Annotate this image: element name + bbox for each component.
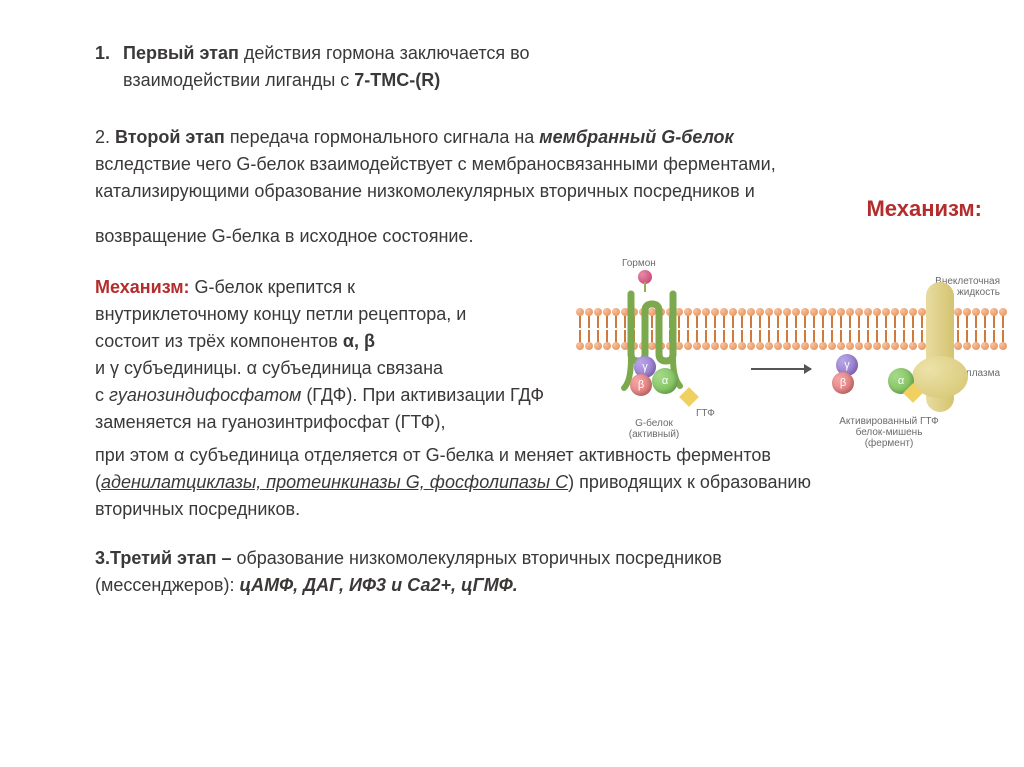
mech-enz2: протеинкиназы G, xyxy=(261,472,430,492)
stage-3-list: цАМФ, ДАГ, ИФ3 и Са2+, цГМФ. xyxy=(239,575,517,595)
label-gprotein: G-белок (активный) xyxy=(624,418,684,440)
stage-2-text-a: передача гормонального сигнала на xyxy=(225,127,539,147)
mech-enz3: фосфолипазы С xyxy=(430,472,568,492)
stage-2-text-b: вследствие чего G-белок взаимодействует … xyxy=(95,154,776,201)
stage-2-line2: возвращение G-белка в исходное состояние… xyxy=(95,223,795,250)
stage-2-num: 2. xyxy=(95,127,115,147)
side-heading: Механизм: xyxy=(866,196,982,222)
stage-1-text-b: взаимодействии лиганды с xyxy=(123,70,354,90)
label-hormone: Гормон xyxy=(622,258,656,269)
mechanism-para-1: Механизм: G-белок крепится к внутриклето… xyxy=(95,274,595,436)
mech-alpha-beta: α, β xyxy=(343,331,375,351)
membrane-diagram: Гормон Внеклеточная жидкость Цитоплазма … xyxy=(576,258,1006,478)
mech-p1c: состоит из трёх компонентов xyxy=(95,331,343,351)
label-gtp: ГТФ xyxy=(696,408,715,419)
mech-p1b: внутриклеточному концу петли рецептора, … xyxy=(95,304,466,324)
stage-3: 3.Третий этап – образование низкомолекул… xyxy=(95,545,855,599)
stage-1-num: 1. xyxy=(95,40,110,67)
subunit-beta: β xyxy=(630,374,652,396)
stage-2-term: мембранный G-белок xyxy=(539,127,733,147)
mechanism-label: Механизм: xyxy=(95,277,190,297)
mech-gdf: гуанозиндифосфатом xyxy=(109,385,301,405)
subunit-beta-2: β xyxy=(832,372,854,394)
stage-1: 1. Первый этап действия гормона заключае… xyxy=(95,40,663,94)
stage-1-text-a: действия гормона заключается во xyxy=(239,43,530,63)
mech-p1a: G-белок крепится к xyxy=(190,277,355,297)
mech-p1d: и γ субъединицы. α субъединица связана xyxy=(95,358,443,378)
stage-1-term: 7-ТМС-(R) xyxy=(354,70,440,90)
stage-2: 2. Второй этап передача гормонального си… xyxy=(95,124,795,205)
mech-p1e-pre: с xyxy=(95,385,109,405)
stage-3-title: 3.Третий этап – xyxy=(95,548,231,568)
mech-enz1: аденилатциклазы, xyxy=(101,472,261,492)
stage-1-title: Первый этап xyxy=(123,43,239,63)
stage-2-title: Второй этап xyxy=(115,127,225,147)
label-target: Активированный ГТФ белок-мишень (фермент… xyxy=(834,416,944,449)
arrow-icon xyxy=(751,368,811,370)
subunit-alpha: α xyxy=(652,368,678,394)
